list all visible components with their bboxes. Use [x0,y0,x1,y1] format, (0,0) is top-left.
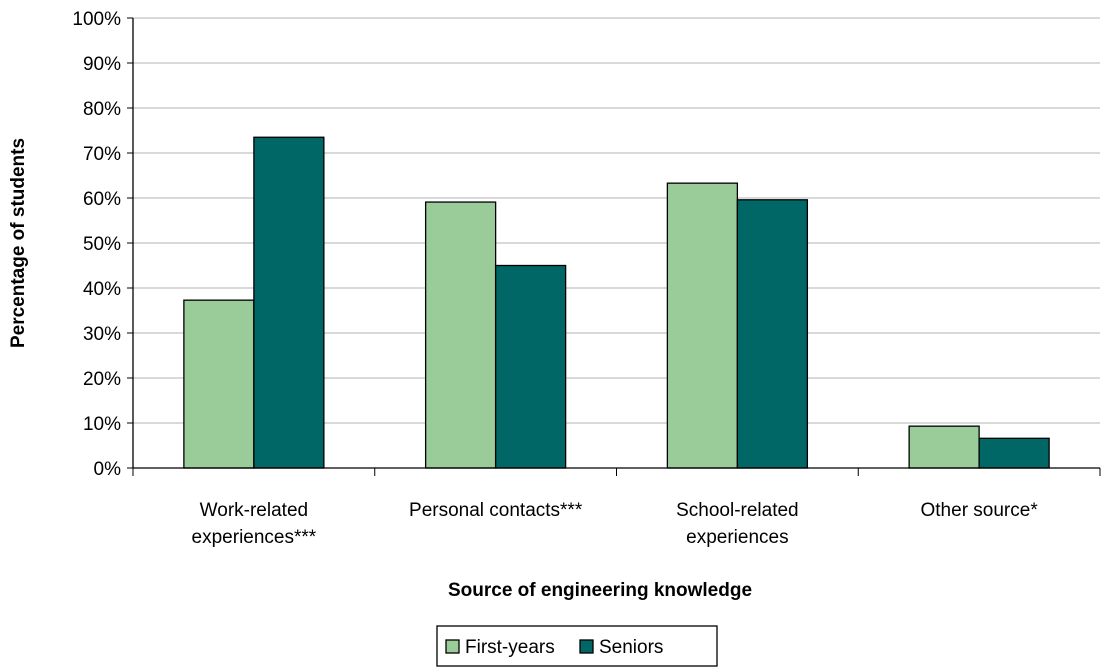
bars [184,137,1049,468]
y-tick-label: 40% [83,279,121,300]
x-axis-title: Source of engineering knowledge [448,580,752,601]
bar-seniors-3 [979,438,1049,468]
y-tick-label: 70% [83,144,121,165]
y-tick-label: 80% [83,99,121,120]
y-tick-label: 100% [72,9,121,30]
legend: First-years Seniors [437,626,717,666]
y-tick-label: 10% [83,414,121,435]
x-category-labels: Work-related experiences*** Personal conta… [192,500,1039,548]
y-tick-label: 0% [94,459,122,480]
bar-seniors-0 [254,137,324,468]
bar-first-years-0 [184,300,254,468]
y-tick-label: 50% [83,234,121,255]
legend-swatch [446,640,459,653]
legend-swatch [580,640,593,653]
bar-seniors-2 [737,200,807,468]
y-tick-label: 20% [83,369,121,390]
x-category-label: School-related experiences [676,500,799,548]
x-category-label: Work-related experiences*** [192,500,317,548]
y-tick-label: 30% [83,324,121,345]
y-axis-title: Percentage of students [8,138,29,348]
y-tick-label: 60% [83,189,121,210]
legend-label: Seniors [599,637,663,658]
legend-label: First-years [465,637,555,658]
bar-seniors-1 [496,266,566,469]
x-category-label: Personal contacts*** [409,500,583,521]
bar-first-years-3 [909,426,979,468]
bar-first-years-1 [426,202,496,468]
y-tick-labels: 0% 10% 20% 30% 40% 50% 60% 70% 80% 90% 100% [72,9,121,480]
x-category-label: Other source* [921,500,1039,521]
y-tick-label: 90% [83,54,121,75]
bar-first-years-2 [667,183,737,468]
